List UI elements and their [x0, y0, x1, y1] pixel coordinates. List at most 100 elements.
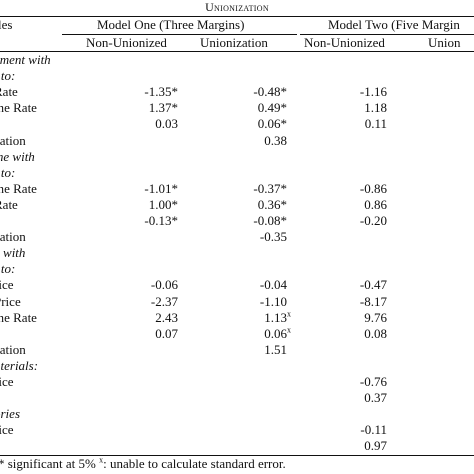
row-value-text: -2.37 — [150, 293, 178, 309]
row-value-text: -0.48* — [253, 84, 287, 100]
row-value: 0.06* — [258, 116, 287, 132]
row-value: 0.86 — [364, 197, 387, 213]
table-row: me Rate 2.43 1.13x 9.76 — [0, 310, 474, 327]
row-label: zation — [0, 341, 26, 357]
row-value: 0.06x — [264, 326, 291, 342]
row-value: -8.17 — [360, 294, 387, 310]
row-value-note: x — [287, 309, 291, 319]
footnote-text-2: : unable to calculate standard error. — [103, 456, 286, 471]
row-value-text: -0.08* — [253, 213, 287, 228]
row-value-text: 1.00* — [148, 196, 178, 212]
row-value-text: 0.49* — [257, 100, 287, 116]
row-value: -0.11 — [360, 422, 387, 438]
row-label: me Rate — [0, 100, 37, 116]
row-value-text: -1.16 — [359, 84, 387, 100]
table-row: Price -2.37 -1.10 -8.17 — [0, 294, 474, 311]
model-one-rule — [62, 34, 297, 35]
row-value: -0.48* — [253, 84, 287, 100]
row-value: 0.07 — [155, 326, 178, 342]
row-value: 0.37 — [364, 390, 387, 406]
table-row: me with — [0, 149, 474, 166]
row-value-text: -1.35* — [144, 84, 178, 100]
row-value: 1.13x — [264, 310, 291, 326]
header-bottom-rule — [0, 51, 474, 52]
row-value: -0.20 — [360, 213, 387, 229]
row-value: -0.13* — [144, 213, 178, 229]
row-value-text: -0.86 — [359, 180, 387, 196]
table-row: rice -0.76 — [0, 374, 474, 391]
row-value: -0.06 — [151, 277, 178, 293]
table-row: t0.37 — [0, 390, 474, 407]
row-value: 9.76 — [364, 310, 387, 326]
row-value: 1.00* — [149, 197, 178, 213]
row-label: t to: — [0, 164, 16, 180]
subheader-unionization-1: Unionization — [200, 35, 268, 50]
row-value: 1.37* — [149, 100, 178, 116]
row-value-text: -8.17 — [359, 293, 387, 309]
row-label: me Rate — [0, 180, 37, 196]
row-label: Price — [0, 293, 21, 309]
table-row: v with — [0, 245, 474, 262]
row-value-text: 0.38 — [264, 132, 287, 148]
table-row: rice -0.11 — [0, 422, 474, 439]
row-label: Rate — [0, 196, 18, 212]
row-value: 0.38 — [264, 133, 287, 149]
table-row: t to: — [0, 261, 474, 278]
table-row: ories — [0, 406, 474, 423]
footnote-star: * — [0, 456, 5, 471]
row-label: t to: — [0, 68, 16, 84]
row-value-text: -0.47 — [359, 277, 387, 293]
row-value: 0.03 — [155, 116, 178, 132]
row-value-text: 0.37 — [364, 390, 387, 406]
header-model-one: Model One (Three Margins) — [97, 17, 245, 32]
row-value-text: 2.43 — [155, 309, 178, 325]
row-value-text: 0.97 — [364, 438, 387, 454]
row-label: me Rate — [0, 309, 37, 325]
row-label: rice — [0, 422, 14, 438]
row-value: 0.97 — [364, 438, 387, 454]
table-row: t-0.13*-0.08*-0.20 — [0, 213, 474, 230]
row-value: -1.10 — [260, 294, 287, 310]
row-value-text: 9.76 — [364, 309, 387, 325]
row-value-text: 1.51 — [264, 341, 287, 357]
table-title: Unionization — [0, 0, 474, 16]
row-value-text: -0.04 — [259, 277, 287, 293]
row-value-text: 0.03 — [155, 116, 178, 132]
row-label: t to: — [0, 261, 16, 277]
row-value-text: 0.86 — [364, 196, 387, 212]
row-value: 0.49* — [258, 100, 287, 116]
row-label: v with — [0, 245, 26, 261]
row-value: 0.08 — [364, 326, 387, 342]
table-row: me Rate 1.37* 0.49* 1.18 — [0, 100, 474, 117]
table-row: t0.030.06*0.11 — [0, 116, 474, 133]
row-value-text: 0.11 — [364, 116, 387, 132]
row-value-text: -0.11 — [360, 422, 387, 438]
subheader-non-unionized-2: Non-Unionized — [304, 35, 385, 50]
row-value-text: -0.76 — [359, 374, 387, 389]
row-value: -0.35 — [260, 229, 287, 245]
subheader-unionization-2: Union — [428, 35, 461, 50]
footnote-text-1: significant at 5% — [4, 456, 100, 471]
table-row: Rate -1.35* -0.48* -1.16 — [0, 84, 474, 101]
row-value-note: x — [287, 325, 291, 335]
row-value: -0.47 — [360, 277, 387, 293]
table-row: zation -0.35 — [0, 229, 474, 246]
row-value: 1.51 — [264, 342, 287, 358]
row-value-text: -0.13* — [144, 213, 178, 228]
table-row: t to: — [0, 165, 474, 182]
row-value: -2.37 — [151, 294, 178, 310]
row-label: ories — [0, 406, 20, 422]
row-value: -0.37* — [253, 181, 287, 197]
subheader-non-unionized-1: Non-Unionized — [86, 35, 167, 50]
table-row: t0.97 — [0, 438, 474, 455]
table-row: zation 0.38 — [0, 133, 474, 150]
row-value-text: 1.18 — [364, 100, 387, 116]
row-value-text: 1.37* — [148, 100, 178, 116]
row-value: -1.01* — [144, 181, 178, 197]
row-label: me with — [0, 148, 35, 164]
row-value: 0.36* — [258, 197, 287, 213]
row-value-text: 0.07 — [155, 325, 178, 341]
row-value: -0.08* — [253, 213, 287, 229]
row-label: Rate — [0, 84, 18, 100]
row-value: -0.76 — [360, 374, 387, 390]
